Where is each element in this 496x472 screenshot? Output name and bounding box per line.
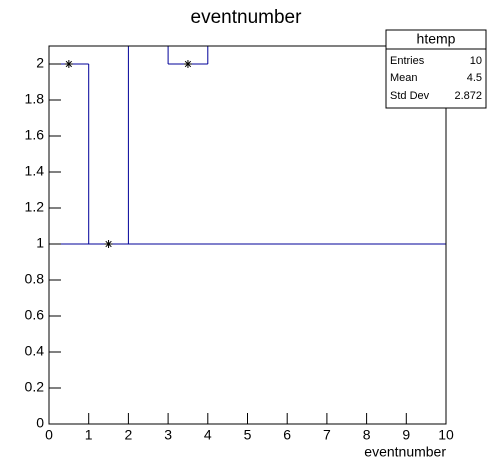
marker bbox=[104, 240, 113, 248]
chart-title: eventnumber bbox=[191, 7, 303, 28]
x-axis-label: eventnumber bbox=[364, 444, 446, 460]
stats-value: 2.872 bbox=[454, 90, 482, 102]
stats-label: Entries bbox=[390, 55, 425, 67]
stats-title: htemp bbox=[417, 31, 456, 47]
x-tick-label: 9 bbox=[402, 427, 410, 443]
x-tick-label: 0 bbox=[45, 427, 53, 443]
stats-box: htemp Entries 10 Mean 4.5 Std Dev 2.872 bbox=[385, 29, 487, 109]
x-tick-label: 5 bbox=[244, 427, 252, 443]
y-tick-label: 1.4 bbox=[25, 163, 45, 179]
marker bbox=[64, 60, 73, 68]
y-tick-label: 0.6 bbox=[25, 307, 45, 323]
marker bbox=[183, 60, 192, 68]
stats-value: 10 bbox=[470, 55, 482, 67]
x-tick-label: 3 bbox=[164, 427, 172, 443]
stats-border bbox=[385, 29, 487, 109]
stats-label: Std Dev bbox=[390, 90, 430, 102]
x-tick-label: 10 bbox=[438, 427, 454, 443]
y-tick-label: 1.2 bbox=[25, 199, 45, 215]
y-tick-label: 0.4 bbox=[25, 343, 45, 359]
marker-stroke bbox=[105, 240, 112, 248]
marker-stroke bbox=[184, 60, 192, 68]
clip-group bbox=[49, 46, 446, 424]
x-tick-label: 6 bbox=[283, 427, 291, 443]
y-tick-label: 1.6 bbox=[25, 127, 45, 143]
stats-label: Mean bbox=[390, 72, 418, 84]
x-tick-label: 8 bbox=[363, 427, 371, 443]
y-tick-label: 0 bbox=[36, 415, 44, 431]
y-tick-label: 0.2 bbox=[25, 379, 45, 395]
y-tick-label: 1.8 bbox=[25, 91, 45, 107]
y-tick-label: 0.8 bbox=[25, 271, 45, 287]
plot-area: 0 0.2 0.4 0.6 0.8 1 1.2 1.4 1.6 1.8 2 0 1 2 3 4 5 6 7 8 9 10 bbox=[25, 46, 454, 443]
x-tick-label: 7 bbox=[323, 427, 331, 443]
x-tick-label: 2 bbox=[125, 427, 133, 443]
x-tick-label: 1 bbox=[85, 427, 93, 443]
y-tick-label: 1 bbox=[36, 235, 44, 251]
stats-value: 4.5 bbox=[467, 72, 482, 84]
y-tick-label: 2 bbox=[36, 55, 44, 71]
frame bbox=[48, 45, 447, 425]
marker-stroke bbox=[65, 60, 73, 68]
x-tick-label: 4 bbox=[204, 427, 212, 443]
